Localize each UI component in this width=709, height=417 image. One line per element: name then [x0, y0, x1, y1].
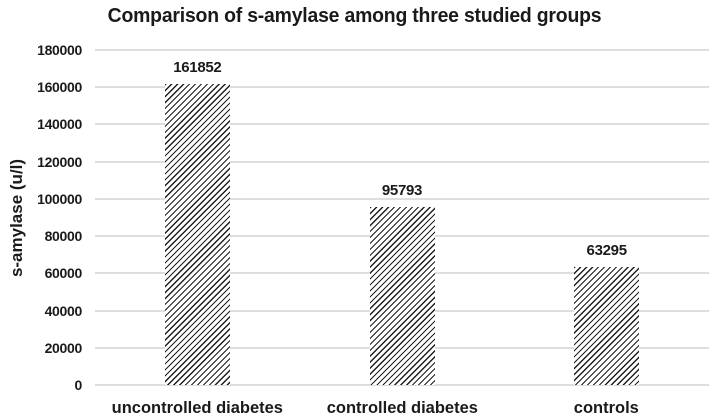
bar-value-label: 161852 [173, 58, 222, 76]
category-label: controlled diabetes [326, 398, 478, 417]
y-tick-label: 40000 [44, 302, 83, 319]
chart-title: Comparison of s-amylase among three stud… [107, 5, 602, 27]
gridline [95, 123, 709, 126]
y-tick-label: 20000 [44, 339, 83, 356]
category-label: controls [574, 398, 640, 417]
bar [369, 206, 435, 385]
x-axis-category-labels: uncontrolled diabetes controlled diabetes… [95, 399, 709, 417]
x-axis-line [95, 384, 709, 386]
y-tick-label: 0 [74, 377, 83, 393]
bar [574, 267, 640, 385]
y-tick-label: 100000 [37, 190, 82, 207]
bar-value-label: 63295 [586, 242, 628, 260]
y-tick-label: 160000 [37, 79, 82, 96]
y-tick-label: 120000 [37, 153, 82, 170]
y-tick-label: 180000 [37, 42, 82, 58]
bar [164, 83, 230, 385]
bar-value-label: 95793 [381, 181, 423, 199]
gridline [95, 197, 709, 200]
y-tick-label: 140000 [37, 116, 82, 133]
y-tick-label: 80000 [44, 228, 83, 245]
y-tick-label: 60000 [44, 265, 83, 282]
plot-area: 161852 95793 63295 [95, 49, 709, 386]
gridline [95, 160, 709, 163]
y-axis-tick-labels: 0 20000 40000 60000 80000 100000 120000 140000 1… [0, 42, 83, 393]
gridline [95, 49, 709, 51]
gridline [95, 86, 709, 89]
category-label: uncontrolled diabetes [111, 398, 283, 417]
